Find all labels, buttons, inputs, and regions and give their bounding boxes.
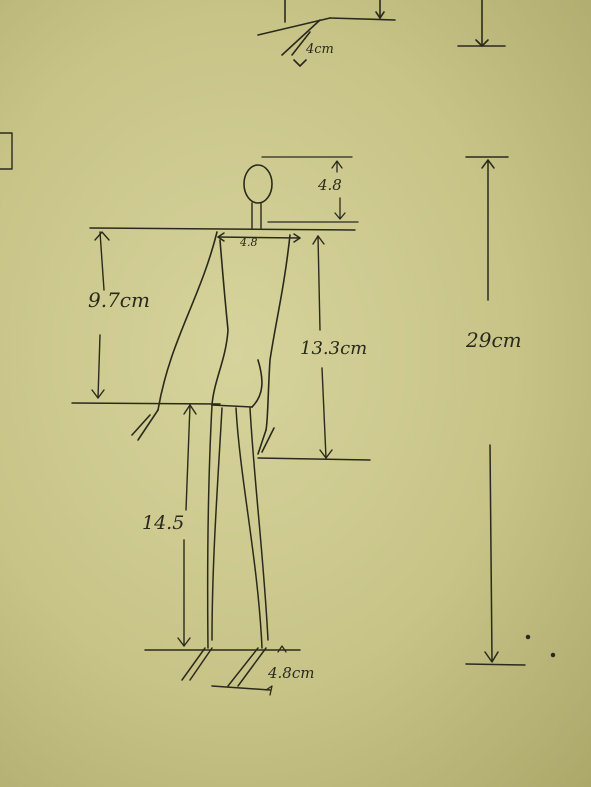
shoulder-line [89, 227, 356, 243]
total-height-label: 29cm [466, 328, 522, 352]
edge-box [0, 132, 13, 170]
arm-length-label: 13.3cm [300, 338, 368, 359]
torso-height-label: 9.7cm [88, 288, 150, 312]
figure-head [243, 164, 273, 204]
head-dimension [261, 156, 359, 223]
leg-height-label: 14.5 [142, 512, 185, 534]
top-partial-label: 4cm [306, 42, 334, 57]
top-partial-drawing [257, 0, 506, 67]
total-height-dimension [465, 156, 556, 666]
figure-legs [144, 404, 301, 691]
figure-neck [251, 202, 262, 229]
torso-dimension [71, 231, 221, 405]
foot-length-label: 4.8cm [268, 664, 315, 682]
arm-dimension [257, 235, 371, 461]
figure-body [131, 231, 291, 455]
foot-dimension [265, 645, 287, 696]
shoulder-width-label: 4.8 [240, 236, 258, 249]
leg-dimension [177, 404, 197, 647]
head-height-label: 4.8 [318, 176, 342, 194]
